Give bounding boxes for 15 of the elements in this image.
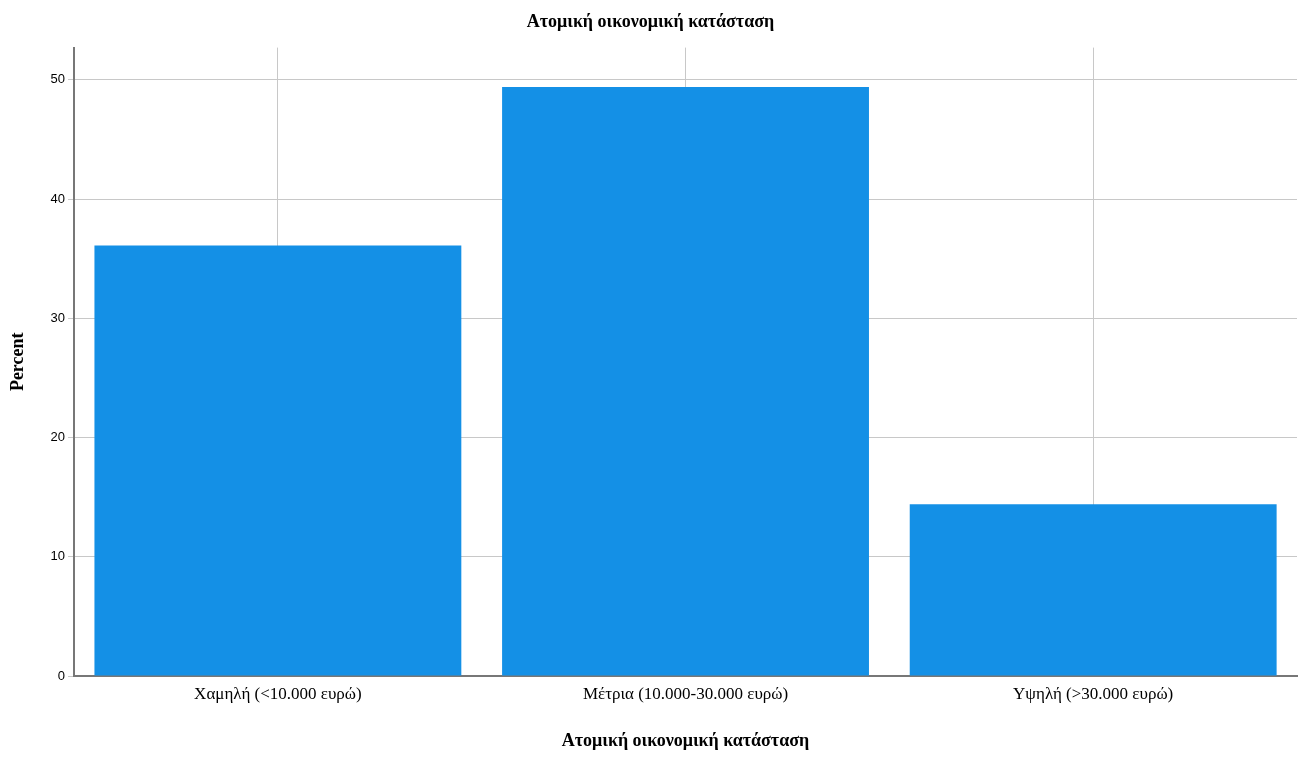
chart-title: Ατομική οικονομική κατάσταση [526,11,775,32]
y-tick-label: 50 [50,71,66,87]
bar [909,504,1277,676]
y-tick-label: 30 [50,309,66,325]
bar [94,245,462,676]
x-tick-label: Υψηλή (>30.000 ευρώ) [1013,683,1174,703]
y-tick-label: 10 [50,548,66,564]
y-tick-label: 0 [57,667,66,683]
x-tick-label: Μέτρια (10.000-30.000 ευρώ) [582,683,789,703]
y-tick-label: 40 [50,190,66,206]
x-axis-title: Ατομική οικονομική κατάσταση [561,729,810,750]
bar [502,86,869,676]
y-tick-label: 20 [50,429,66,445]
x-tick-label: Χαμηλή (<10.000 ευρώ) [194,683,362,703]
y-axis-title: Percent [7,332,28,392]
